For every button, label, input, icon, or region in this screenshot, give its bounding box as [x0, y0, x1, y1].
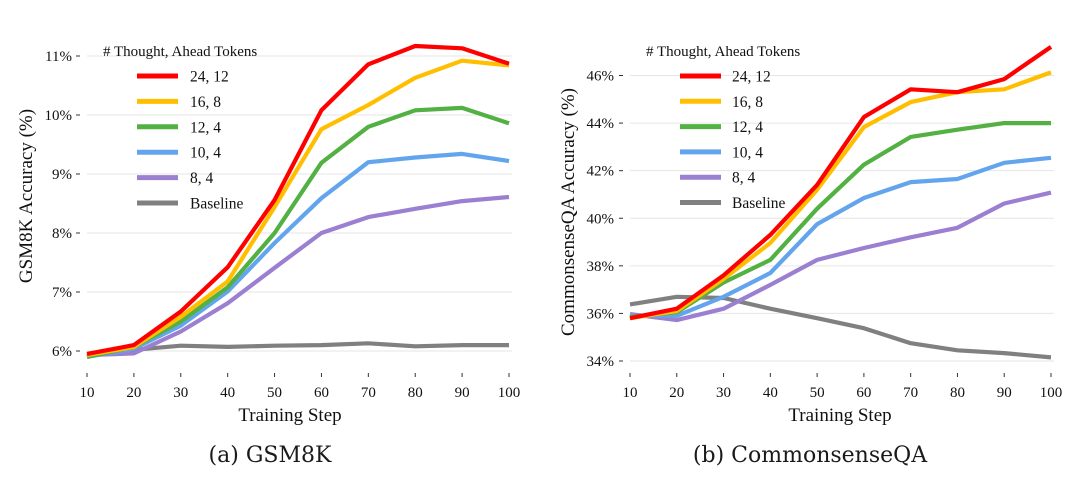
commonsenseqa-x-tick-label: 80 — [950, 385, 965, 401]
commonsenseqa-y-tick-label: 34% — [587, 354, 615, 370]
gsm8k-x-tick-label: 50 — [267, 385, 282, 401]
gsm8k-x-tick-label: 20 — [126, 385, 141, 401]
commonsenseqa-panel: 34% 36% 38% 40% 42% 44% 46% 10 20 30 40 50 60 70 80 90… — [558, 44, 1062, 468]
gsm8k-series-12-4 — [86, 105, 510, 359]
gsm8k-series-baseline — [86, 341, 509, 358]
commonsenseqa-x-tick-label: 100 — [1040, 385, 1063, 401]
gsm8k-legend-label: Baseline — [190, 196, 243, 213]
gsm8k-grid — [87, 55, 512, 352]
gsm8k-y-tick-label: 9% — [52, 167, 72, 183]
gsm8k-series-24-12 — [86, 43, 510, 356]
commonsenseqa-x-tick-label: 40 — [763, 385, 778, 401]
gsm8k-y-tick-label: 11% — [45, 49, 72, 65]
gsm8k-x-axis-label: Training Step — [238, 405, 341, 426]
gsm8k-caption: (a) GSM8K — [209, 443, 332, 468]
gsm8k-y-tick-label: 7% — [52, 285, 72, 301]
commonsenseqa-caption: (b) CommonsenseQA — [693, 443, 928, 468]
commonsenseqa-series-24-12 — [629, 45, 1053, 321]
commonsenseqa-y-tick-label: 42% — [587, 164, 615, 180]
gsm8k-series — [86, 43, 510, 359]
commonsenseqa-y-tick-label: 46% — [587, 69, 615, 85]
gsm8k-legend-label: 12, 4 — [190, 119, 221, 136]
commonsenseqa-x-tick-label: 70 — [903, 385, 918, 401]
gsm8k-series-8-4 — [86, 194, 510, 358]
commonsenseqa-x-tick-label: 50 — [810, 385, 825, 401]
gsm8k-legend: # Thought, Ahead Tokens 24, 12 16, 8 12, 4… — [103, 44, 257, 213]
commonsenseqa-y-axis: 34% 36% 38% 40% 42% 44% 46% — [587, 69, 623, 370]
commonsenseqa-x-axis-label: Training Step — [788, 405, 891, 426]
commonsenseqa-legend: # Thought, Ahead Tokens 24, 12 16, 8 12, 4… — [646, 44, 800, 212]
commonsenseqa-legend-label: 12, 4 — [732, 119, 763, 136]
gsm8k-x-tick-label: 40 — [220, 385, 235, 401]
gsm8k-y-axis: 6% 7% 8% 9% 10% 11% — [45, 49, 80, 360]
commonsenseqa-y-tick-label: 44% — [587, 116, 615, 132]
gsm8k-y-tick-label: 6% — [52, 344, 72, 360]
commonsenseqa-series-8-4 — [629, 190, 1052, 323]
commonsenseqa-x-tick-label: 60 — [856, 385, 871, 401]
commonsenseqa-y-axis-label: CommonsenseQA Accuracy (%) — [558, 88, 579, 336]
commonsenseqa-x-tick-label: 90 — [997, 385, 1012, 401]
gsm8k-x-tick-label: 10 — [80, 385, 95, 401]
gsm8k-y-axis-label: GSM8K Accuracy (%) — [16, 109, 37, 283]
gsm8k-series-16-8 — [86, 58, 510, 358]
gsm8k-x-axis: 10 20 30 40 50 60 70 80 90 100 — [80, 373, 521, 401]
commonsenseqa-legend-label: 10, 4 — [732, 144, 763, 161]
gsm8k-x-tick-label: 60 — [314, 385, 329, 401]
gsm8k-legend-label: 8, 4 — [190, 170, 214, 187]
gsm8k-y-tick-label: 10% — [45, 108, 73, 124]
gsm8k-x-tick-label: 70 — [361, 385, 376, 401]
commonsenseqa-series-10-4 — [630, 155, 1052, 318]
gsm8k-x-tick-label: 90 — [455, 385, 470, 401]
commonsenseqa-legend-label: 16, 8 — [732, 94, 763, 111]
commonsenseqa-legend-label: 24, 12 — [732, 69, 771, 86]
gsm8k-legend-label: 10, 4 — [190, 145, 221, 162]
gsm8k-legend-label: 16, 8 — [190, 94, 221, 111]
commonsenseqa-legend-label: Baseline — [732, 195, 785, 212]
gsm8k-legend-label: 24, 12 — [190, 69, 229, 86]
commonsenseqa-grid — [630, 75, 1054, 362]
commonsenseqa-series-16-8 — [629, 70, 1052, 321]
commonsenseqa-legend-label: 8, 4 — [732, 170, 756, 187]
gsm8k-x-tick-label: 80 — [408, 385, 423, 401]
gsm8k-legend-title: # Thought, Ahead Tokens — [103, 44, 257, 60]
commonsenseqa-series-baseline — [629, 294, 1052, 360]
commonsenseqa-x-tick-label: 30 — [716, 385, 731, 401]
gsm8k-x-tick-label: 100 — [498, 385, 521, 401]
gsm8k-series-10-4 — [86, 151, 510, 359]
commonsenseqa-series — [629, 45, 1053, 360]
commonsenseqa-y-tick-label: 40% — [587, 211, 615, 227]
gsm8k-panel: 6% 7% 8% 9% 10% 11% 10 20 30 40 50 60 70 80 90 100 # T… — [16, 43, 521, 468]
gsm8k-x-tick-label: 30 — [173, 385, 188, 401]
commonsenseqa-legend-title: # Thought, Ahead Tokens — [646, 44, 800, 60]
commonsenseqa-y-tick-label: 38% — [587, 259, 615, 275]
commonsenseqa-x-axis: 10 20 30 40 50 60 70 80 90 100 — [623, 373, 1063, 401]
gsm8k-y-tick-label: 8% — [52, 226, 72, 242]
commonsenseqa-x-tick-label: 20 — [669, 385, 684, 401]
commonsenseqa-x-tick-label: 10 — [623, 385, 638, 401]
commonsenseqa-y-tick-label: 36% — [587, 306, 615, 322]
